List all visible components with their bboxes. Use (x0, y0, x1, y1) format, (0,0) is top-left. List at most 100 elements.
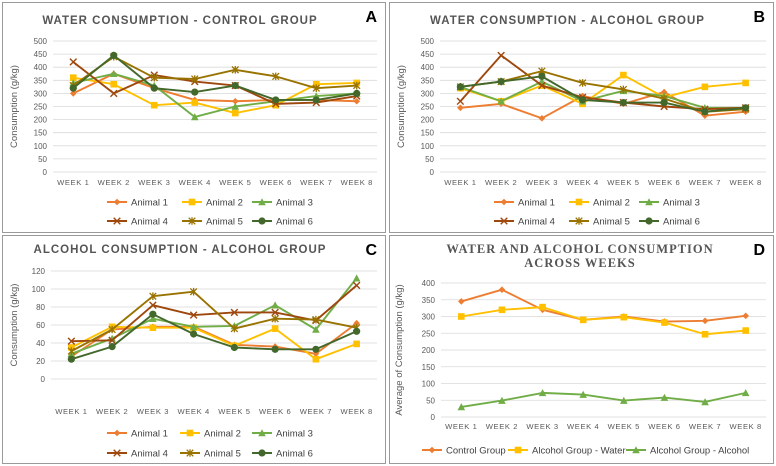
series-line (460, 80, 746, 109)
legend-marker (113, 198, 121, 206)
y-tick-label: 80 (36, 303, 45, 312)
y-tick-label: 350 (422, 296, 436, 305)
series-line (71, 284, 358, 343)
data-point (538, 72, 546, 80)
series-line (73, 76, 357, 115)
data-point (353, 97, 361, 105)
legend-item: Animal 1 (494, 198, 555, 209)
data-point (271, 345, 279, 353)
data-point (108, 325, 116, 334)
legend-item: Animal 3 (252, 198, 313, 209)
x-tick-label: WEEK 3 (137, 407, 169, 416)
chart-title: ALCOHOL CONSUMPTION - ALCOHOL GROUP (33, 244, 327, 256)
data-point (742, 104, 750, 112)
data-point (353, 340, 360, 348)
legend-item: Animal 4 (494, 217, 555, 228)
y-axis-label: Consumption (g/kg) (396, 65, 407, 148)
data-point (497, 78, 505, 86)
y-tick-label: 40 (36, 339, 45, 348)
x-tick-label: WEEK 5 (607, 178, 639, 187)
series-line (73, 72, 357, 118)
x-tick-label: WEEK 2 (485, 178, 517, 187)
panel-letter: C (365, 242, 377, 259)
legend: Animal 1 Animal 2 Animal 3 Animal 4 Animal 5… (107, 198, 313, 228)
legend-item: Animal 1 (107, 429, 168, 440)
y-tick-label: 150 (34, 129, 48, 138)
data-point (701, 317, 709, 325)
chart-b: 0 50 100 150 200 250 300 350 400 450 500 WEEK 1 WEEK… (396, 37, 766, 228)
data-point (353, 89, 361, 97)
data-point (109, 89, 118, 98)
panel-letter: D (753, 242, 765, 259)
x-tick-label: WEEK 1 (444, 178, 476, 187)
y-axis-label: Consumption (g/kg) (9, 284, 20, 367)
panel-letter: B (753, 9, 765, 26)
data-point (110, 80, 118, 88)
x-tick-label: WEEK 5 (608, 422, 640, 431)
x-tick-label: WEEK 6 (259, 407, 291, 416)
y-tick-label: 200 (422, 346, 436, 355)
data-point (619, 85, 628, 94)
legend-label: Animal 1 (131, 198, 168, 209)
legend-label: Control Group (446, 446, 506, 457)
legend-marker (258, 449, 266, 457)
series-line (460, 75, 746, 113)
x-tick-label: WEEK 7 (689, 422, 721, 431)
data-point (67, 355, 75, 363)
x-tick-label: WEEK 4 (177, 407, 209, 416)
x-tick-label: WEEK 6 (260, 178, 292, 187)
y-tick-label: 350 (421, 76, 435, 85)
y-tick-label: 250 (34, 103, 48, 112)
data-point (191, 99, 199, 106)
x-tick-label: WEEK 6 (648, 422, 680, 431)
data-point (230, 343, 238, 352)
x-tick-label: WEEK 6 (648, 178, 680, 187)
chart-c: 0 20 40 60 80 100 120 WEEK 1 WEEK 2 WEEK 3 WEEK 4 W… (9, 267, 377, 460)
legend-item: Animal 6 (252, 217, 313, 228)
data-point (457, 403, 466, 411)
data-point (312, 96, 320, 104)
legend-marker (428, 446, 436, 454)
x-tick-label: WEEK 3 (138, 178, 170, 187)
data-point (108, 336, 116, 345)
y-tick-label: 50 (425, 155, 434, 164)
legend-item: Animal 6 (252, 449, 313, 460)
data-point (701, 398, 709, 406)
chart-title: WATER CONSUMPTION - CONTROL GROUP (42, 15, 318, 27)
y-tick-label: 150 (422, 363, 436, 372)
data-point (539, 303, 546, 311)
series-alcohol-group-alcohol (457, 389, 750, 411)
legend-marker (258, 198, 266, 206)
data-point (497, 51, 505, 60)
y-tick-label: 250 (421, 103, 435, 112)
chart-title: WATER CONSUMPTION - ALCOHOL GROUP (430, 15, 705, 27)
data-point (578, 79, 587, 87)
legend-marker (258, 429, 266, 437)
data-point (458, 298, 465, 305)
y-tick-label: 150 (421, 129, 435, 138)
legend-marker (113, 429, 121, 437)
data-point (231, 109, 239, 117)
legend-item: Animal 6 (639, 217, 700, 228)
data-point (272, 96, 280, 104)
y-tick-label: 50 (38, 155, 47, 164)
data-point (456, 97, 465, 106)
y-tick-label: 0 (430, 168, 435, 177)
data-point (312, 345, 320, 353)
panel-d: WATER AND ALCOHOL CONSUMPTION ACROSS WEE… (389, 235, 774, 464)
legend-item: Animal 1 (107, 198, 168, 209)
legend-label: Animal 3 (663, 198, 700, 209)
legend-marker (188, 217, 196, 225)
x-tick-label: WEEK 2 (98, 178, 130, 187)
legend-label: Animal 6 (276, 217, 313, 228)
data-point (352, 81, 361, 90)
data-point (190, 75, 199, 83)
data-point (231, 97, 239, 105)
legend-label: Animal 5 (593, 217, 630, 228)
data-point (110, 51, 118, 60)
legend-label: Alcohol Group - Water (532, 446, 626, 457)
data-point (498, 396, 506, 404)
y-axis-label: Average of Consumption (g/kg) (394, 284, 405, 415)
data-point (742, 79, 749, 87)
data-point (230, 308, 239, 317)
